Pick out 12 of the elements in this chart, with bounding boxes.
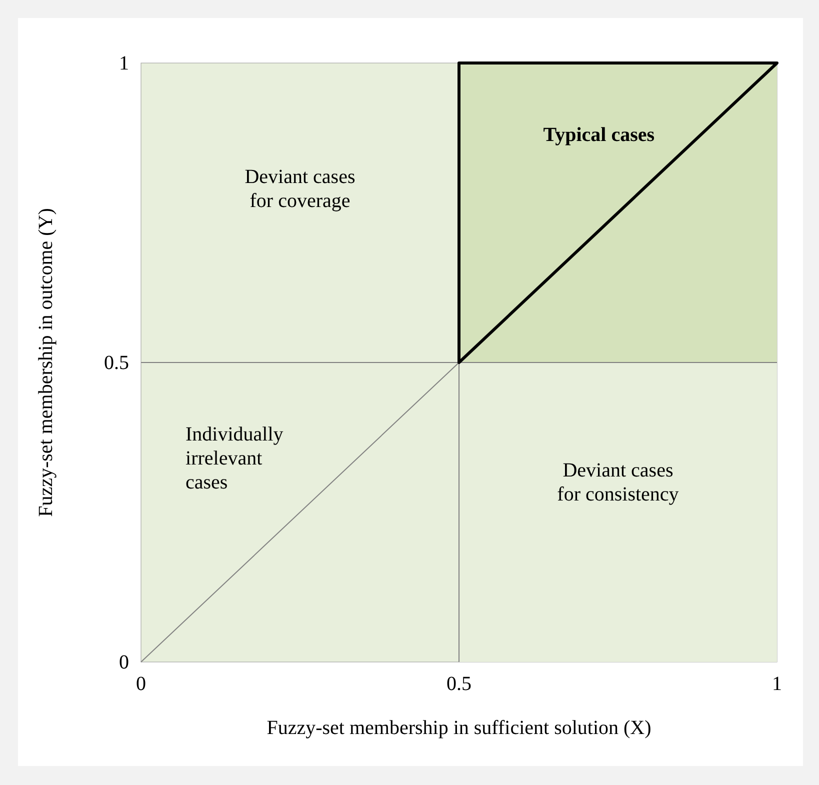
- annotation: Typical cases: [543, 124, 655, 146]
- x-tick-label: 0: [136, 673, 146, 696]
- annotation: Individually irrelevant cases: [186, 423, 284, 494]
- annotation: Deviant cases for coverage: [244, 166, 356, 212]
- annotation: Deviant cases for consistency: [557, 459, 679, 506]
- x-tick-label: 0.5: [446, 673, 472, 696]
- y-axis-title: Fuzzy-set membership in outcome (Y): [35, 208, 57, 517]
- x-axis-title: Fuzzy-set membership in sufficient solution (X): [266, 717, 652, 739]
- x-tick-label: 1: [772, 673, 782, 696]
- y-tick-label: 0: [119, 651, 129, 674]
- y-tick-label: 1: [119, 52, 129, 74]
- y-tick-label: 0.5: [104, 352, 129, 374]
